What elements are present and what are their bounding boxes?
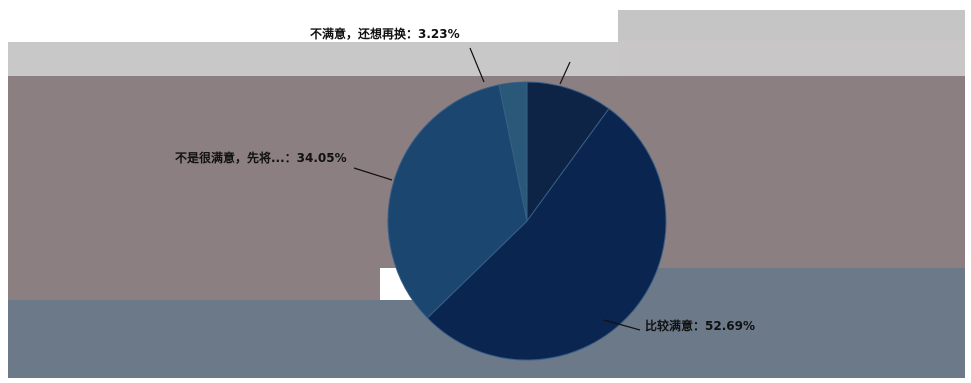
background-band	[8, 42, 618, 76]
leader-line	[603, 319, 641, 331]
background-band	[8, 268, 380, 300]
pie-slice	[387, 84, 528, 319]
slice-label: 比较满意：52.69%	[645, 318, 755, 333]
slice-labels: 比较满意：52.69% 不是很满意，先将...：34.05% 不满意，还想再换：3.…	[175, 26, 755, 333]
pie-slices	[387, 81, 667, 361]
background-band	[618, 10, 965, 40]
background-band	[618, 40, 965, 76]
leader-lines	[353, 47, 641, 331]
pie-slice	[426, 108, 667, 361]
slice-label: 不是很满意，先将...：34.05%	[175, 150, 347, 165]
slice-label: 不满意，还想再换：3.23%	[310, 26, 460, 41]
pie-slice	[526, 81, 610, 223]
background-band	[630, 268, 965, 300]
leader-line	[469, 47, 485, 83]
leader-line	[559, 61, 571, 85]
leader-line	[353, 167, 393, 181]
pie-slice	[498, 81, 528, 222]
